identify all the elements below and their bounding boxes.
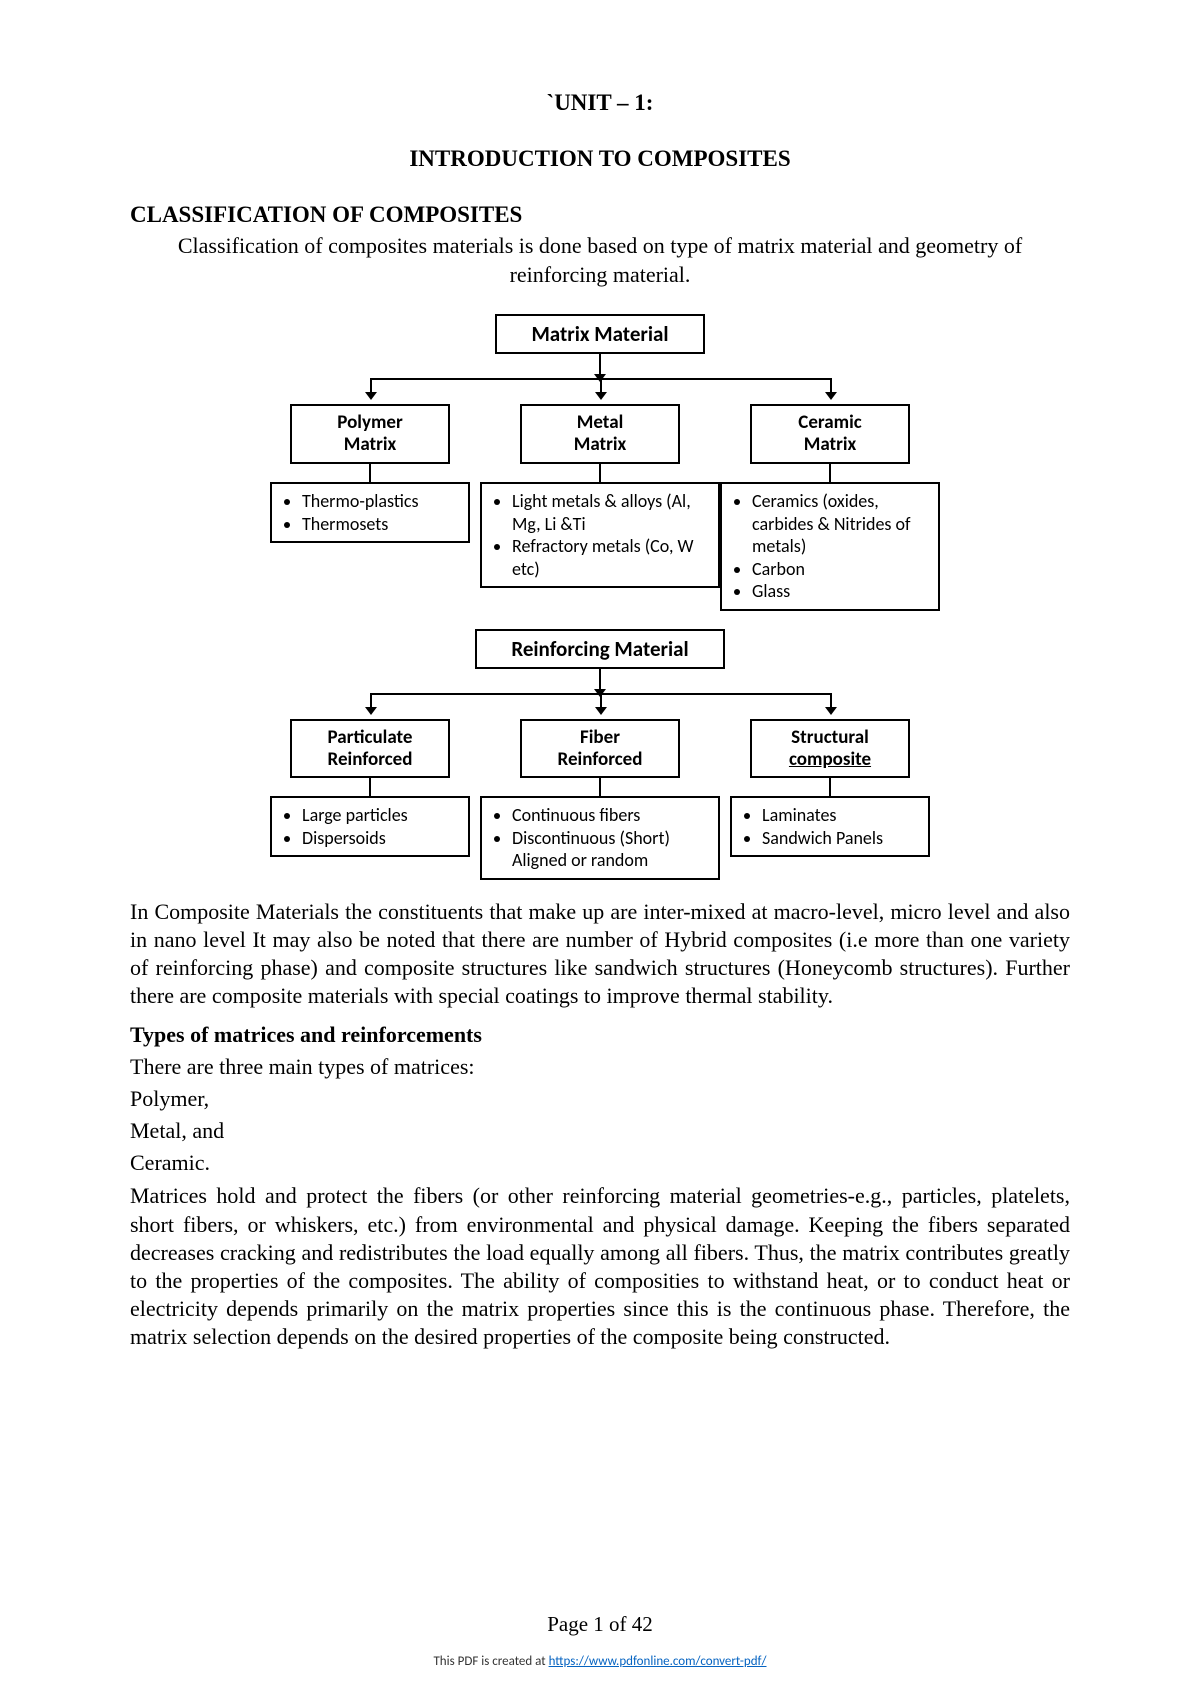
section-intro: Classification of composites materials i… xyxy=(130,232,1070,289)
box-metal-l1: Metal xyxy=(577,411,624,434)
diagram-reinforcing-material: Reinforcing Material Particulate Reinfor… xyxy=(260,629,940,880)
col-polymer: Polymer Matrix Thermo-plastics Thermoset… xyxy=(260,404,480,610)
detail-item: Sandwich Panels xyxy=(762,827,918,850)
detail-item: Glass xyxy=(752,580,928,603)
box-fiber: Fiber Reinforced xyxy=(520,719,680,779)
detail-item: Light metals & alloys (Al, Mg, Li &Ti xyxy=(512,490,708,535)
box-structural-l2: composite xyxy=(789,748,871,771)
detail-item: Thermo-plastics xyxy=(302,490,458,513)
root-reinforcing: Reinforcing Material xyxy=(475,629,725,669)
details-polymer: Thermo-plastics Thermosets xyxy=(270,482,470,543)
credit-prefix: This PDF is created at xyxy=(433,1654,548,1669)
section-title: CLASSIFICATION OF COMPOSITES xyxy=(130,202,1070,228)
box-polymer-l1: Polymer xyxy=(337,411,402,434)
detail-item: Refractory metals (Co, W etc) xyxy=(512,535,708,580)
paragraph-1: In Composite Materials the constituents … xyxy=(130,898,1070,1011)
credit-link[interactable]: https://www.pdfonline.com/convert-pdf/ xyxy=(549,1654,767,1669)
box-ceramic-l1: Ceramic xyxy=(798,411,861,434)
page-number: Page 1 of 42 xyxy=(0,1612,1200,1637)
col-fiber: Fiber Reinforced Continuous fibers Disco… xyxy=(480,719,720,880)
matrix-type-item: Metal, and xyxy=(130,1118,1070,1144)
matrix-children-row: Polymer Matrix Thermo-plastics Thermoset… xyxy=(260,404,940,610)
pdf-credit: This PDF is created at https://www.pdfon… xyxy=(0,1654,1200,1669)
matrix-type-item: Ceramic. xyxy=(130,1150,1070,1176)
col-structural: Structural composite Laminates Sandwich … xyxy=(720,719,940,880)
col-particulate: Particulate Reinforced Large particles D… xyxy=(260,719,480,880)
lead-line: There are three main types of matrices: xyxy=(130,1054,1070,1080)
box-polymer: Polymer Matrix xyxy=(290,404,450,464)
unit-line: `UNIT – 1: xyxy=(130,90,1070,116)
box-fiber-l2: Reinforced xyxy=(558,748,643,771)
detail-item: Large particles xyxy=(302,804,458,827)
box-structural: Structural composite xyxy=(750,719,910,779)
box-ceramic-l2: Matrix xyxy=(804,433,857,456)
box-particulate-l2: Reinforced xyxy=(328,748,413,771)
diagram-matrix-material: Matrix Material Polymer Matrix Thermo-pl… xyxy=(260,314,940,610)
box-particulate-l1: Particulate xyxy=(328,726,413,749)
box-metal-l2: Matrix xyxy=(574,433,627,456)
details-ceramic: Ceramics (oxides, carbides & Nitrides of… xyxy=(720,482,940,611)
matrix-type-item: Polymer, xyxy=(130,1086,1070,1112)
main-title: INTRODUCTION TO COMPOSITES xyxy=(130,146,1070,172)
connector-row-1 xyxy=(260,354,940,404)
detail-item: Laminates xyxy=(762,804,918,827)
col-metal: Metal Matrix Light metals & alloys (Al, … xyxy=(480,404,720,610)
box-structural-l1: Structural xyxy=(791,726,869,749)
subheading-types: Types of matrices and reinforcements xyxy=(130,1022,1070,1048)
detail-item: Carbon xyxy=(752,558,928,581)
details-structural: Laminates Sandwich Panels xyxy=(730,796,930,857)
details-particulate: Large particles Dispersoids xyxy=(270,796,470,857)
connector-row-2 xyxy=(260,669,940,719)
col-ceramic: Ceramic Matrix Ceramics (oxides, carbide… xyxy=(720,404,940,610)
box-particulate: Particulate Reinforced xyxy=(290,719,450,779)
detail-item: Thermosets xyxy=(302,513,458,536)
root-matrix: Matrix Material xyxy=(495,314,705,354)
paragraph-2: Matrices hold and protect the fibers (or… xyxy=(130,1182,1070,1351)
box-ceramic: Ceramic Matrix xyxy=(750,404,910,464)
box-fiber-l1: Fiber xyxy=(580,726,620,749)
detail-item: Continuous fibers xyxy=(512,804,708,827)
details-fiber: Continuous fibers Discontinuous (Short) … xyxy=(480,796,720,880)
detail-item: Ceramics (oxides, carbides & Nitrides of… xyxy=(752,490,928,558)
detail-item: Dispersoids xyxy=(302,827,458,850)
box-polymer-l2: Matrix xyxy=(344,433,397,456)
box-metal: Metal Matrix xyxy=(520,404,680,464)
reinforcing-children-row: Particulate Reinforced Large particles D… xyxy=(260,719,940,880)
details-metal: Light metals & alloys (Al, Mg, Li &Ti Re… xyxy=(480,482,720,588)
detail-item: Discontinuous (Short) Aligned or random xyxy=(512,827,708,872)
